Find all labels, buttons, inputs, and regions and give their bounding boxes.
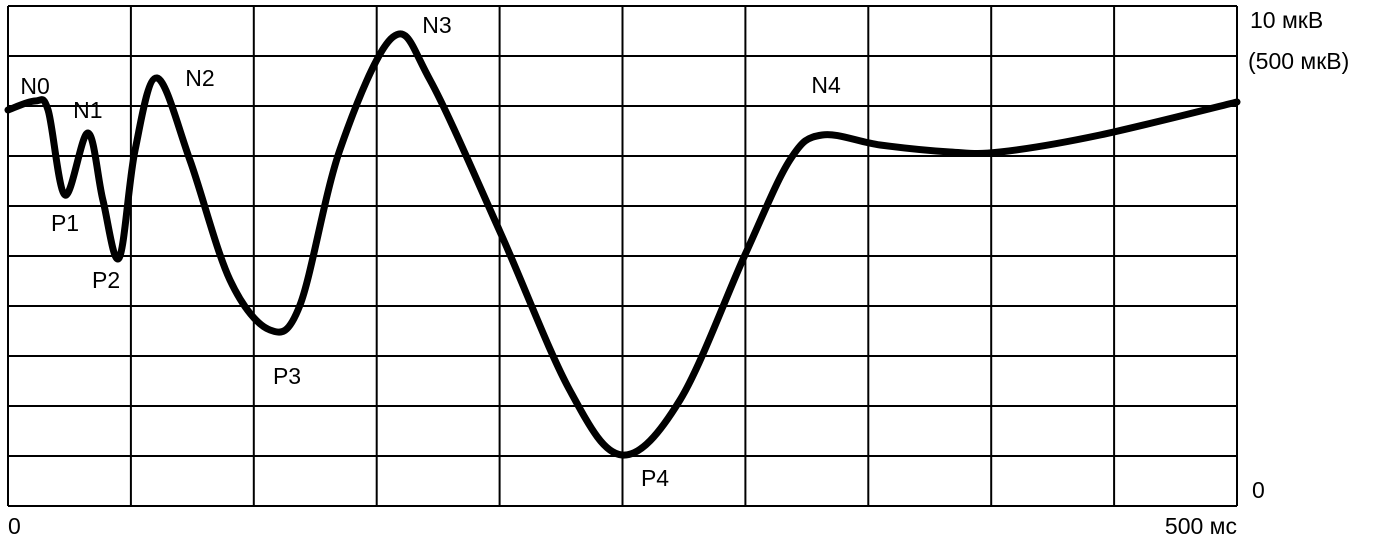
y-tick-label: 10 мкВ [1250,7,1323,33]
peak-label: N2 [185,65,214,91]
y-tick-label: 0 [1252,477,1265,503]
x-tick-label: 0 [8,513,21,539]
peak-label: N1 [73,97,102,123]
peak-label: P1 [51,210,79,236]
peak-label: P3 [273,363,301,389]
peak-label: N0 [20,73,49,99]
waveform [4,30,1241,459]
x-tick-label: 500 мс [1165,513,1237,539]
y-alt-label: (500 мкВ) [1248,48,1349,74]
peak-label: N3 [422,12,451,38]
peak-label: N4 [811,72,841,98]
peak-label: P4 [641,465,669,491]
peak-label: P2 [92,267,120,293]
